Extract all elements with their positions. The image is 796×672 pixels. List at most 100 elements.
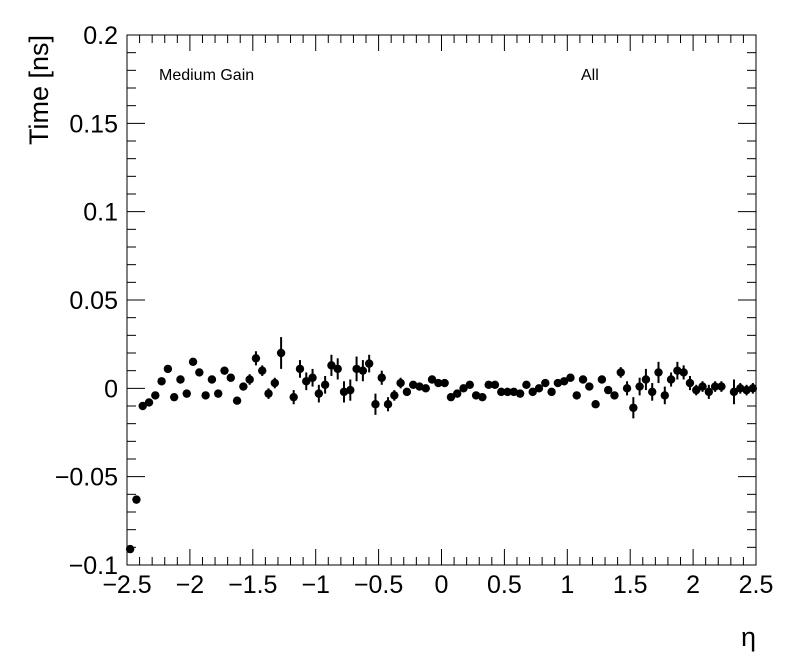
data-point [742,385,751,395]
y-tick-label: 0.2 [83,22,118,50]
data-point [245,375,254,384]
data-point [698,382,707,391]
data-point [497,387,506,397]
x-tick-label: −2 [176,571,205,599]
data-point [270,378,280,388]
axis-ticks [126,34,757,566]
data-point [717,382,726,391]
data-point [748,384,758,393]
x-tick-label: 1.5 [613,571,648,599]
data-point [339,387,349,397]
data-point [138,401,147,411]
data-point [364,359,374,368]
data-point [408,380,418,389]
data-point [465,380,475,389]
data-point [232,396,242,405]
y-tick-label: −0.05 [55,464,118,492]
plot-frame [126,34,757,566]
data-point [478,392,487,402]
data-point [333,364,342,374]
data-point [295,364,305,374]
x-tick-label: 0 [435,571,449,599]
data-point [176,375,185,384]
data-point [427,375,437,384]
data-point [169,392,179,402]
data-point [446,392,456,402]
data-point [603,385,613,395]
data-point [421,384,430,393]
data-point [553,378,563,388]
data-point [591,400,600,409]
data-point [515,389,525,398]
data-point [541,378,550,388]
data-point [289,392,298,402]
data-point [654,368,663,377]
data-point [276,348,286,358]
data-point [547,387,556,397]
y-tick-label: 0 [104,375,118,403]
data-point [144,398,154,407]
data-point [314,389,324,398]
data-point [648,387,657,397]
data-point [132,495,141,504]
data-point [396,378,405,388]
data-point [629,403,638,412]
data-point [641,375,651,384]
data-point [484,380,493,389]
data-point [503,387,512,397]
data-point [685,378,695,388]
x-tick-label: 2.5 [739,571,774,599]
data-point [264,389,273,398]
data-point [704,387,714,397]
data-point [610,391,619,400]
data-point [390,391,399,400]
data-point [710,382,720,391]
annotation-all: All [581,67,599,84]
data-point [660,391,669,400]
data-point [371,400,380,409]
x-tick-label: 1 [560,571,574,599]
data-point [377,373,386,382]
data-point [195,368,204,377]
data-point [320,380,330,389]
data-point [220,366,229,375]
data-point [736,384,745,393]
data-point [327,361,336,370]
data-point [534,384,544,393]
data-point [214,389,223,398]
y-tick-label: 0.05 [69,287,118,315]
data-point [572,391,581,400]
data-point [157,377,166,386]
data-point [673,366,682,375]
x-tick-label: −1 [301,571,330,599]
data-point [346,385,355,395]
data-point [490,380,500,389]
data-point [528,387,537,397]
data-point [459,384,468,393]
data-point [402,387,412,397]
y-axis-title: Time [ns] [24,35,54,145]
data-point [471,391,481,400]
x-axis-title: η [741,622,756,652]
data-point [692,385,701,395]
x-tick-label: −2.5 [102,571,151,599]
data-point [358,366,368,375]
data-point [666,375,676,384]
data-point [226,373,235,382]
data-point [522,380,531,389]
data-point [163,364,173,374]
data-point [509,387,519,397]
data-point [151,391,160,400]
data-point [188,357,198,367]
x-tick-label: −1.5 [228,571,277,599]
data-point [729,387,739,397]
y-tick-label: 0.15 [69,110,118,138]
data-point [352,364,361,374]
data-point [679,368,688,377]
data-point [125,544,135,554]
data-point [258,366,267,375]
data-point [308,373,317,382]
data-point [383,400,393,409]
data-point [251,354,261,363]
